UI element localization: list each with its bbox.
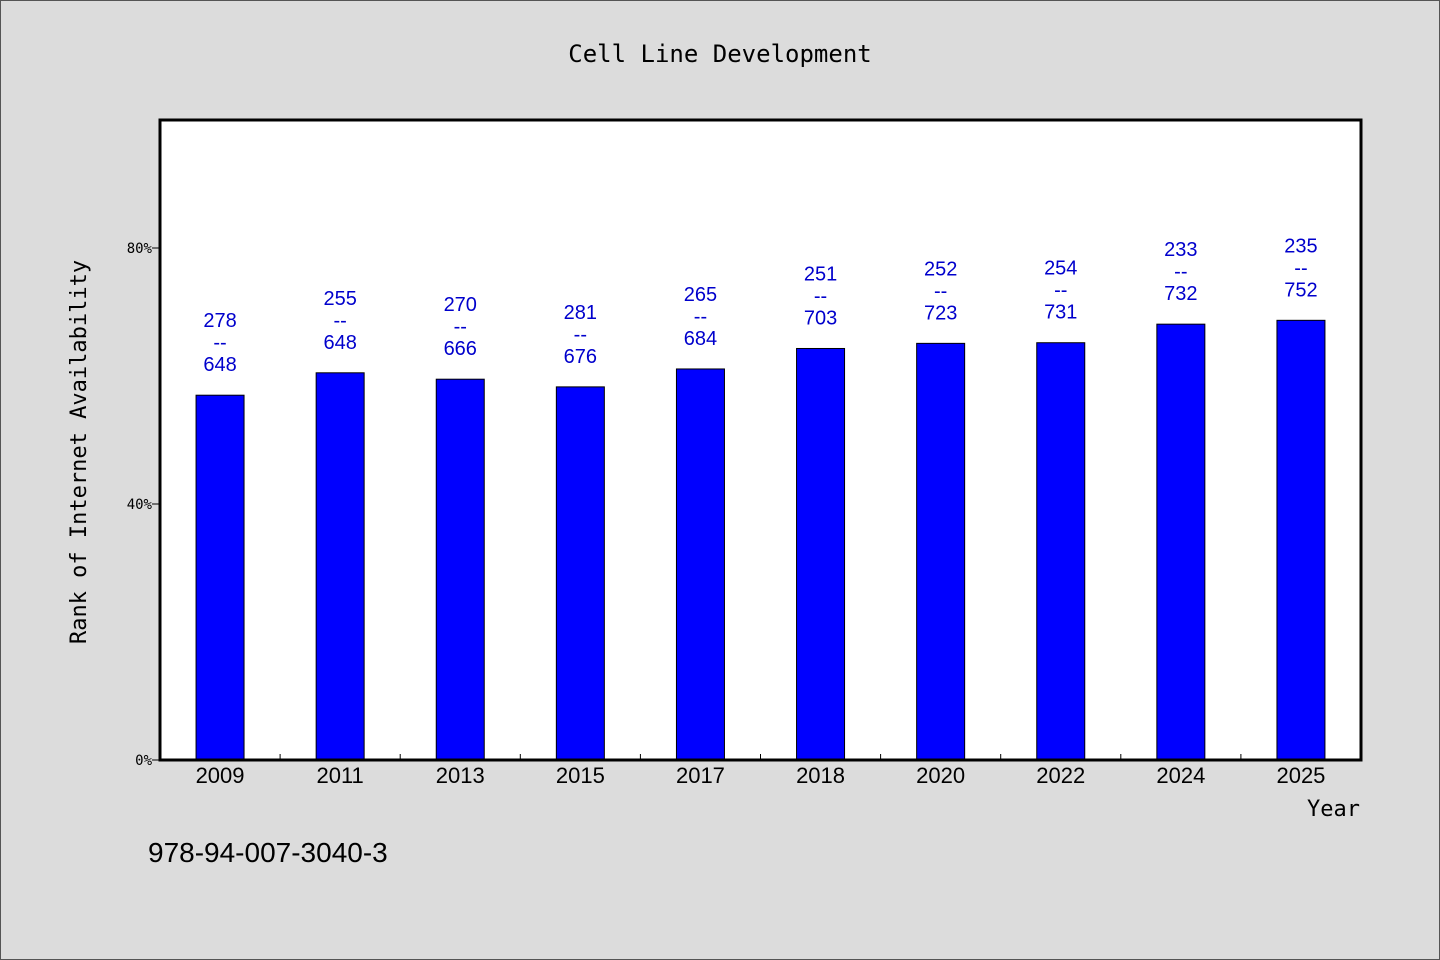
data-label-2017-0: 265 (684, 284, 717, 306)
data-label-2024-1: -- (1174, 261, 1187, 283)
x-tick-label-2013: 2013 (436, 763, 485, 788)
y-axis: 0% 40% 80% (127, 241, 160, 769)
data-label-2020-0: 252 (924, 258, 957, 280)
chart-title: Cell Line Development (568, 40, 871, 68)
data-label-2013-1: -- (454, 316, 467, 338)
bar-2015 (555, 386, 605, 761)
data-label-2015-1: -- (574, 324, 587, 346)
data-label-2024-2: 732 (1164, 283, 1197, 305)
data-label-2015-0: 281 (564, 302, 597, 324)
data-label-2013-2: 666 (444, 338, 477, 360)
bar-2020 (916, 342, 966, 761)
data-label-2020-2: 723 (924, 302, 957, 324)
data-label-2015-2: 676 (564, 346, 597, 368)
data-label-2009-0: 278 (203, 310, 236, 332)
data-label-2022-2: 731 (1044, 302, 1077, 324)
data-label-2020-1: -- (934, 280, 947, 302)
data-label-2011-2: 648 (323, 332, 356, 354)
y-tick-label-40: 40% (127, 497, 153, 513)
bar-2024 (1156, 323, 1206, 761)
data-label-2025-2: 752 (1284, 279, 1317, 301)
x-tick-label-2024: 2024 (1156, 763, 1205, 788)
data-label-2018-1: -- (814, 285, 827, 307)
y-axis-label: Rank of Internet Availability (67, 260, 92, 644)
bar-2025 (1276, 319, 1326, 761)
x-tick-label-2025: 2025 (1276, 763, 1325, 788)
x-tick-label-2017: 2017 (676, 763, 725, 788)
bar-2017 (675, 368, 725, 761)
data-label-2018-0: 251 (804, 263, 837, 285)
data-label-2018-2: 703 (804, 307, 837, 329)
x-tick-label-2009: 2009 (196, 763, 245, 788)
bars-group (195, 319, 1326, 761)
data-label-2009-1: -- (213, 332, 226, 354)
bar-2013 (435, 378, 485, 761)
data-label-2022-1: -- (1054, 280, 1067, 302)
data-label-2011-1: -- (333, 310, 346, 332)
data-label-2022-0: 254 (1044, 258, 1077, 280)
x-axis: 2009 2011 2013 2015 2017 2018 2020 2022 2024 2025 (196, 754, 1325, 788)
bar-2011 (315, 372, 365, 761)
bar-2018 (796, 347, 846, 761)
bar-2009 (195, 394, 245, 761)
x-tick-label-2022: 2022 (1036, 763, 1085, 788)
data-label-2024-0: 233 (1164, 239, 1197, 261)
data-label-2025-1: -- (1294, 257, 1307, 279)
isbn-text: 978-94-007-3040-3 (148, 837, 388, 868)
x-tick-label-2018: 2018 (796, 763, 845, 788)
data-label-2009-2: 648 (203, 354, 236, 376)
data-label-2011-0: 255 (323, 288, 356, 310)
data-labels-group: 278--648255--648270--666281--676265--684… (203, 235, 1317, 376)
x-tick-label-2015: 2015 (556, 763, 605, 788)
data-label-2025-0: 235 (1284, 235, 1317, 257)
bar-2022 (1036, 342, 1086, 761)
x-tick-label-2020: 2020 (916, 763, 965, 788)
data-label-2017-1: -- (694, 306, 707, 328)
data-label-2013-0: 270 (444, 294, 477, 316)
x-tick-label-2011: 2011 (316, 763, 363, 788)
data-label-2017-2: 684 (684, 328, 717, 350)
x-axis-label: Year (1307, 797, 1360, 822)
y-tick-label-80: 80% (127, 241, 153, 257)
y-tick-label-0: 0% (135, 753, 152, 769)
